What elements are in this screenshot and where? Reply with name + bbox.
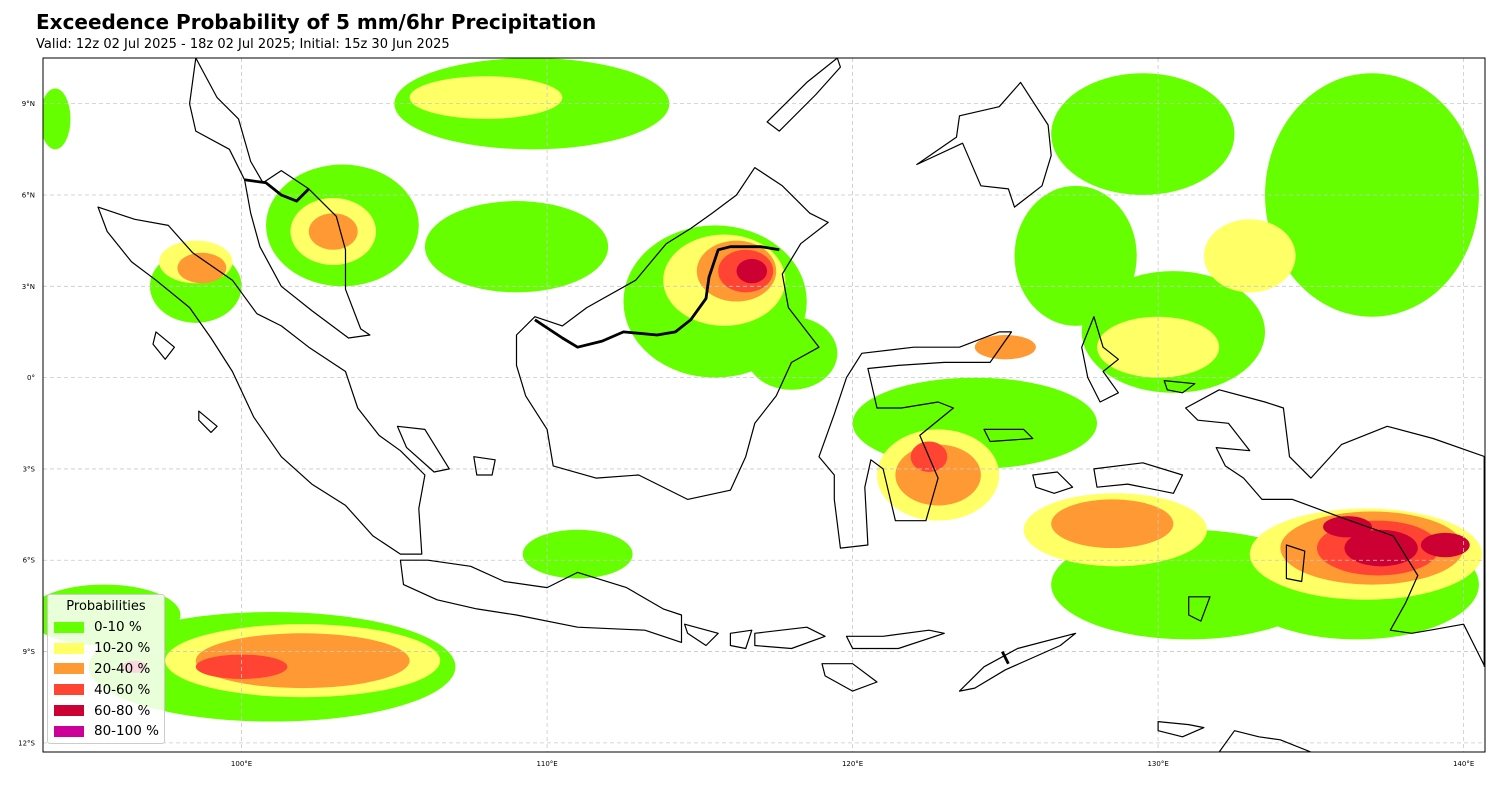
- gridlines: [43, 58, 1485, 752]
- legend-label: 20-40 %: [94, 660, 151, 677]
- coastline: [958, 632, 1077, 692]
- precip-zone: [745, 316, 838, 390]
- coastline: [916, 81, 1052, 208]
- precip-zone: [195, 654, 288, 679]
- legend-swatch: [54, 705, 84, 717]
- coastline: [1185, 389, 1485, 668]
- legend-swatch: [54, 684, 84, 696]
- coastline: [729, 629, 753, 650]
- precip-zone: [1344, 529, 1418, 567]
- lon-tick-label: 120°E: [842, 760, 863, 768]
- legend-item: 40-60 %: [48, 679, 164, 700]
- legend-item: 80-100 %: [48, 721, 164, 742]
- legend-item: 20-40 %: [48, 659, 164, 680]
- coastline: [1032, 471, 1074, 494]
- map-title: Exceedence Probability of 5 mm/6hr Preci…: [36, 10, 597, 34]
- precip-zone: [1323, 516, 1372, 538]
- coastlines: [97, 58, 1485, 752]
- lat-tick-label: 9°N: [22, 100, 35, 108]
- legend-swatch: [54, 663, 84, 675]
- precip-zone: [1051, 73, 1235, 195]
- legend-item: 10-20 %: [48, 638, 164, 659]
- precip-zone: [1420, 532, 1470, 558]
- coastline: [198, 410, 218, 433]
- borders: [244, 178, 1485, 667]
- country-border: [244, 178, 310, 203]
- coastline: [1188, 596, 1211, 622]
- precip-zone: [1265, 73, 1479, 317]
- lon-tick-label: 130°E: [1147, 760, 1168, 768]
- coastline: [189, 58, 371, 339]
- coastline: [97, 206, 426, 555]
- precip-zone: [177, 252, 227, 284]
- legend-label: 80-100 %: [94, 723, 159, 740]
- coastline: [821, 663, 878, 692]
- coastline: [473, 456, 496, 476]
- lat-tick-label: 3°S: [23, 465, 36, 473]
- precip-zone: [522, 529, 633, 579]
- legend: Probabilities 0-10 % 10-20 % 20-40 % 40-…: [47, 594, 165, 744]
- coastline: [983, 428, 1034, 443]
- coastline: [684, 623, 719, 647]
- lat-tick-label: 12°S: [18, 739, 35, 747]
- coastline: [399, 559, 683, 643]
- coastline: [1163, 380, 1196, 394]
- coastline: [515, 167, 829, 500]
- legend-item: 60-80 %: [48, 700, 164, 721]
- lat-tick-label: 0°: [27, 374, 35, 382]
- precip-zone: [424, 201, 609, 293]
- precip-zone: [1051, 499, 1174, 549]
- coastline: [1285, 544, 1306, 583]
- coastline: [1093, 462, 1184, 494]
- lon-tick-label: 140°E: [1453, 760, 1474, 768]
- axis-ticks: 100°E 110°E 120°E 130°E 140°E 9°N 6°N 3°N 0° 3°S 6…: [18, 100, 1474, 768]
- coastline: [818, 331, 1013, 549]
- legend-swatch: [54, 725, 84, 737]
- coastline: [1218, 730, 1312, 752]
- lat-tick-label: 9°S: [23, 648, 36, 656]
- precip-zone: [43, 88, 71, 150]
- legend-swatch: [54, 642, 84, 654]
- legend-label: 40-60 %: [94, 681, 151, 698]
- legend-label: 60-80 %: [94, 702, 151, 719]
- legend-label: 0-10 %: [94, 619, 142, 636]
- precip-zone: [409, 76, 563, 119]
- coastline: [766, 58, 841, 132]
- country-border: [1001, 650, 1010, 665]
- legend-item: 0-10 %: [48, 617, 164, 638]
- coastline: [845, 629, 945, 650]
- legend-label: 10-20 %: [94, 640, 151, 657]
- coastline: [396, 425, 450, 473]
- country-border: [534, 245, 780, 349]
- coastline: [1157, 721, 1205, 738]
- lat-tick-label: 6°N: [22, 191, 35, 199]
- precip-zone: [736, 258, 768, 284]
- legend-swatch: [54, 621, 84, 633]
- map-frame: [42, 57, 1486, 753]
- precip-layer: [43, 58, 1482, 722]
- coastline: [1081, 316, 1119, 403]
- coastline: [754, 626, 826, 650]
- coastline: [152, 331, 175, 360]
- lon-tick-label: 110°E: [536, 760, 557, 768]
- precip-zone: [974, 334, 1036, 360]
- lat-tick-label: 3°N: [22, 283, 35, 291]
- map-subtitle: Valid: 12z 02 Jul 2025 - 18z 02 Jul 2025…: [36, 37, 450, 52]
- precip-zone: [308, 213, 358, 250]
- lat-tick-label: 6°S: [23, 557, 36, 565]
- precip-zone: [1203, 219, 1296, 293]
- lon-tick-label: 100°E: [231, 760, 252, 768]
- legend-title: Probabilities: [66, 599, 146, 614]
